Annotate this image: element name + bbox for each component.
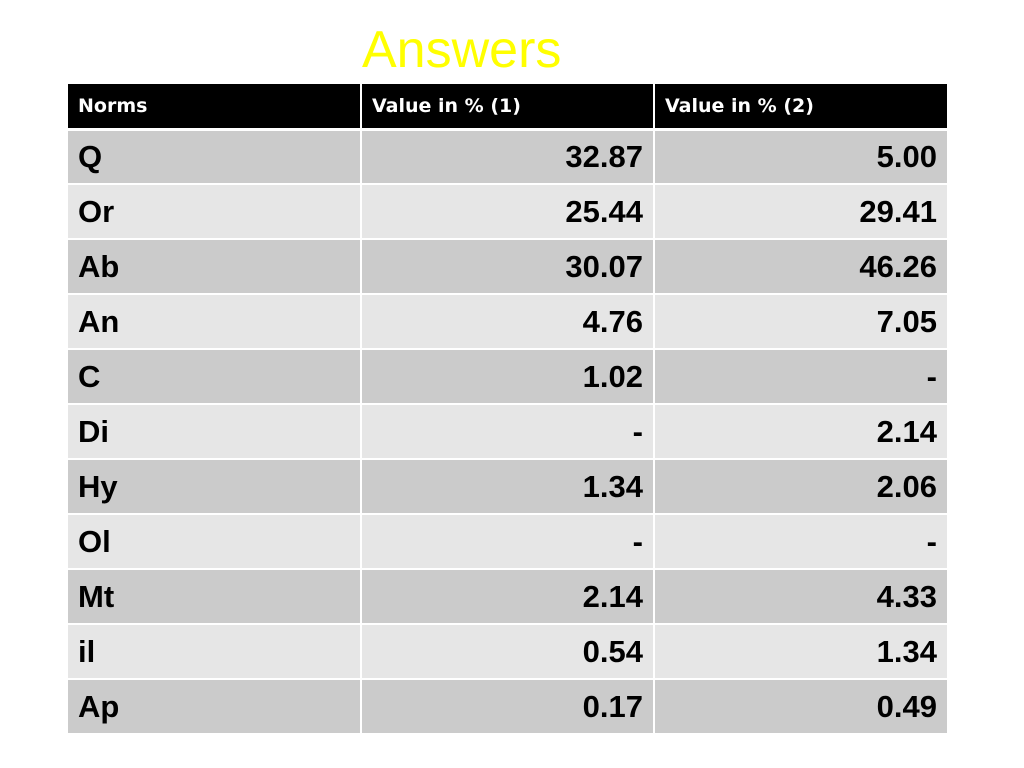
value1-cell: - [361,514,655,570]
value1-cell: 0.54 [361,624,655,680]
value2-cell: - [654,514,947,570]
header-value-1: Value in % (1) [361,84,655,131]
table-row: Hy 1.34 2.06 [68,459,947,515]
value2-cell: 46.26 [654,239,947,295]
norm-cell: Di [68,404,362,460]
norm-cell: Mt [68,569,362,625]
norm-cell: An [68,294,362,350]
norms-table: Norms Value in % (1) Value in % (2) Q 32… [68,84,947,735]
value1-cell: 1.34 [361,459,655,515]
value2-cell: 5.00 [654,129,947,185]
value1-cell: 1.02 [361,349,655,405]
table-row: Ab 30.07 46.26 [68,239,947,295]
table-row: il 0.54 1.34 [68,624,947,680]
value1-cell: 4.76 [361,294,655,350]
norm-cell: il [68,624,362,680]
value2-cell: 2.06 [654,459,947,515]
value2-cell: 2.14 [654,404,947,460]
table-row: An 4.76 7.05 [68,294,947,350]
value2-cell: - [654,349,947,405]
table-row: Mt 2.14 4.33 [68,569,947,625]
table-row: Ol - - [68,514,947,570]
value1-cell: 25.44 [361,184,655,240]
norm-cell: Ol [68,514,362,570]
value2-cell: 0.49 [654,679,947,735]
norm-cell: Or [68,184,362,240]
value1-cell: 2.14 [361,569,655,625]
table-row: C 1.02 - [68,349,947,405]
header-norms: Norms [68,84,362,131]
table-row: Or 25.44 29.41 [68,184,947,240]
norm-cell: Hy [68,459,362,515]
table-row: Q 32.87 5.00 [68,129,947,185]
value2-cell: 7.05 [654,294,947,350]
norm-cell: Ap [68,679,362,735]
value1-cell: 0.17 [361,679,655,735]
value2-cell: 4.33 [654,569,947,625]
table-row: Di - 2.14 [68,404,947,460]
value2-cell: 1.34 [654,624,947,680]
table-body: Q 32.87 5.00 Or 25.44 29.41 Ab 30.07 46.… [68,129,947,735]
norm-cell: Q [68,129,362,185]
value2-cell: 29.41 [654,184,947,240]
table-header: Norms Value in % (1) Value in % (2) [68,84,947,131]
norm-cell: C [68,349,362,405]
value1-cell: 30.07 [361,239,655,295]
value1-cell: - [361,404,655,460]
header-row: Norms Value in % (1) Value in % (2) [68,84,947,131]
header-value-2: Value in % (2) [654,84,947,131]
norm-cell: Ab [68,239,362,295]
value1-cell: 32.87 [361,129,655,185]
table-row: Ap 0.17 0.49 [68,679,947,735]
slide-title: Answers [362,21,562,79]
